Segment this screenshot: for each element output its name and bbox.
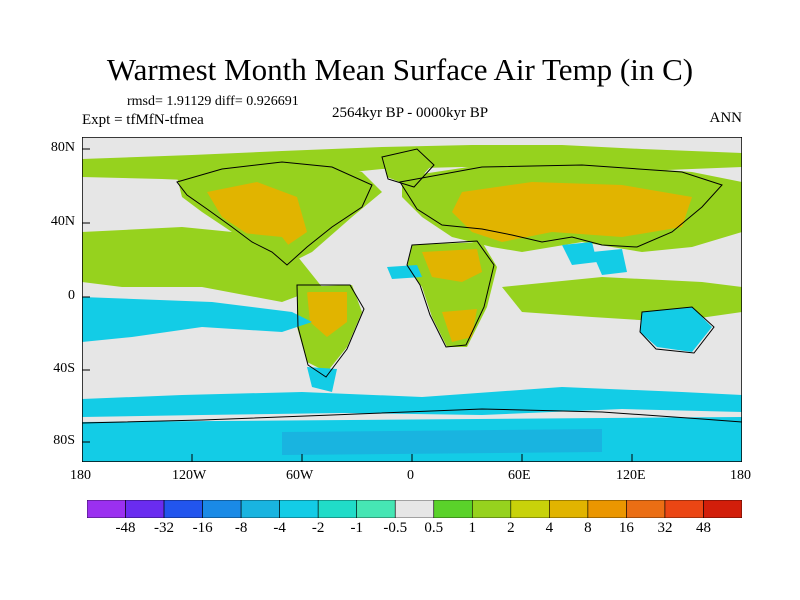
colorbar-swatch bbox=[125, 500, 165, 518]
india-cool-patch bbox=[562, 242, 597, 265]
colorbar-label: -8 bbox=[234, 520, 248, 536]
x-tick-180w: 180 bbox=[70, 468, 91, 483]
x-tick-120e: 120E bbox=[616, 468, 646, 483]
colorbar-swatch bbox=[394, 500, 435, 518]
colorbar-swatch bbox=[549, 500, 589, 518]
coast-africa bbox=[406, 240, 495, 348]
coast-eurasia bbox=[399, 164, 723, 248]
africa-hot bbox=[422, 249, 482, 282]
y-tick-40n: 40N bbox=[50, 214, 75, 229]
colorbar bbox=[87, 500, 742, 518]
experiment-label: Expt = tfMfN-tfmea bbox=[82, 112, 204, 128]
x-tick-120w: 120W bbox=[172, 468, 207, 483]
x-tick-60e: 60E bbox=[508, 468, 531, 483]
atlantic-cool-patch bbox=[387, 265, 422, 279]
y-tick-40s: 40S bbox=[53, 361, 75, 376]
coast-antarctica bbox=[82, 408, 742, 424]
colorbar-label: 16 bbox=[618, 520, 634, 536]
colorbar-swatch bbox=[510, 500, 550, 518]
patagonia-cool-patch bbox=[307, 367, 337, 392]
x-tick-180e: 180 bbox=[730, 468, 751, 483]
seasia-cool-patch bbox=[592, 249, 627, 275]
coastlines bbox=[82, 148, 742, 424]
southern-ocean-cool bbox=[82, 387, 742, 417]
australia-cool bbox=[640, 307, 712, 352]
colorbar-swatch bbox=[163, 500, 203, 518]
colorbar-swatch bbox=[664, 500, 704, 518]
eurasia-hot bbox=[452, 182, 692, 242]
colorbar-swatch bbox=[587, 500, 627, 518]
south-america-hot bbox=[307, 292, 347, 337]
antarctica-cooler bbox=[282, 429, 602, 455]
colorbar-label: 1 bbox=[468, 520, 477, 536]
temperature-map bbox=[82, 137, 742, 462]
north-america-hot bbox=[207, 182, 307, 249]
colorbar-label: -0.5 bbox=[383, 520, 408, 536]
colorbar-label: 2 bbox=[507, 520, 515, 536]
colorbar-swatch bbox=[279, 500, 319, 518]
axis-ticks bbox=[82, 148, 633, 462]
stats-label: rmsd= 1.91129 diff= 0.926691 bbox=[127, 94, 299, 109]
coast-south-america bbox=[296, 284, 365, 378]
colorbar-label: 0.5 bbox=[424, 520, 444, 536]
coast-greenland bbox=[381, 148, 435, 188]
colorbar-label: -2 bbox=[311, 520, 325, 536]
colorbar-swatch bbox=[626, 500, 666, 518]
south-pacific-cool bbox=[82, 297, 312, 342]
colorbar-swatch bbox=[202, 500, 242, 518]
colorbar-swatch bbox=[703, 500, 742, 518]
colorbar-label: -1 bbox=[350, 520, 363, 536]
colorbar-swatch bbox=[317, 500, 358, 518]
period-label: 2564kyr BP - 0000kyr BP bbox=[331, 105, 489, 121]
y-tick-80s: 80S bbox=[53, 433, 75, 448]
colorbar-label: 4 bbox=[545, 520, 554, 536]
colorbar-swatch bbox=[240, 500, 280, 518]
colorbar-label: 8 bbox=[584, 520, 592, 536]
coast-north-america bbox=[176, 161, 373, 266]
south-africa-hot bbox=[442, 309, 477, 342]
x-tick-0: 0 bbox=[407, 468, 414, 483]
y-tick-0: 0 bbox=[68, 288, 75, 303]
map-title: Warmest Month Mean Surface Air Temp (in … bbox=[106, 52, 694, 87]
colorbar-label: 32 bbox=[657, 520, 673, 536]
colorbar-swatch bbox=[356, 500, 396, 518]
coast-australia bbox=[639, 306, 715, 354]
pacific-tropical-band bbox=[82, 227, 322, 302]
colorbar-label: -32 bbox=[154, 520, 175, 536]
colorbar-swatch bbox=[87, 500, 126, 518]
colorbar-swatch bbox=[471, 500, 512, 518]
colorbar-label: -48 bbox=[115, 520, 136, 536]
colorbar-label: -16 bbox=[192, 520, 213, 536]
season-label: ANN bbox=[709, 110, 743, 126]
colorbar-label: -4 bbox=[273, 520, 286, 536]
x-tick-60w: 60W bbox=[286, 468, 314, 483]
colorbar-label: 48 bbox=[695, 520, 711, 536]
y-tick-80n: 80N bbox=[50, 140, 75, 155]
colorbar-swatch bbox=[433, 500, 473, 518]
